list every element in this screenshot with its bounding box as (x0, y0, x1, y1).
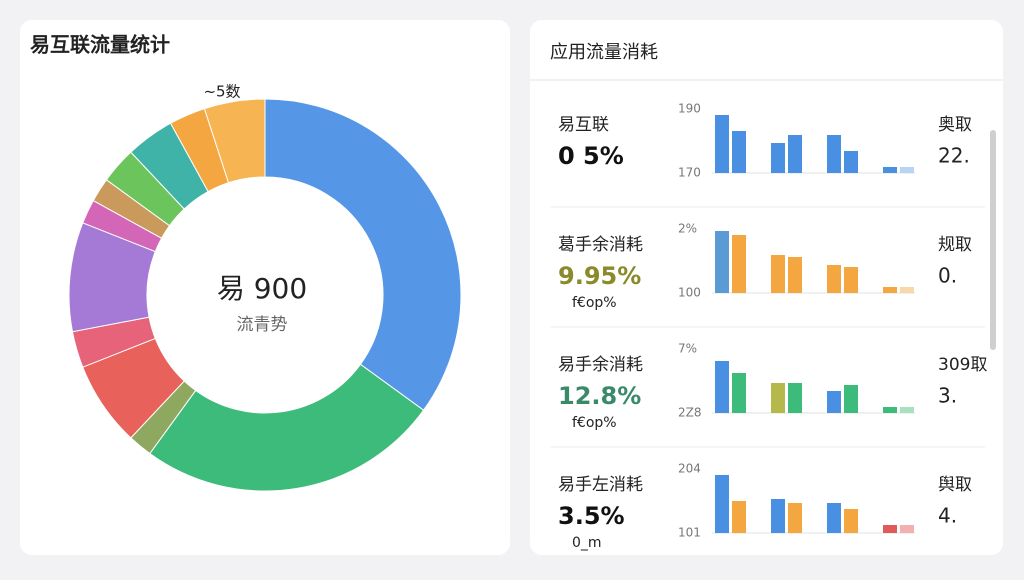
axis-bottom: 170 (678, 166, 701, 180)
mini-bar (715, 361, 729, 413)
app-sublabel: f€op% (572, 295, 617, 311)
mini-bar (788, 383, 802, 413)
right-title: 应用流量消耗 (550, 42, 658, 63)
mini-bar (900, 287, 914, 293)
mini-bar (732, 131, 746, 173)
mini-bar (883, 525, 897, 533)
donut-center-label: 流青势 (237, 315, 288, 335)
mini-bar (883, 167, 897, 173)
mini-bar (732, 235, 746, 293)
axis-bottom: 101 (678, 526, 701, 540)
mini-bar (844, 151, 858, 173)
mini-bar (788, 257, 802, 293)
app-percent: 9.95% (558, 262, 641, 290)
mini-bar (771, 383, 785, 413)
axis-top: 7% (678, 342, 697, 356)
right-card (530, 20, 1003, 555)
mini-bar (827, 503, 841, 533)
mini-bar (900, 167, 914, 173)
side-value: 0. (938, 264, 957, 288)
mini-bar (715, 231, 729, 293)
mini-bar (827, 135, 841, 173)
mini-bar (771, 143, 785, 173)
side-label: 309取 (938, 355, 987, 375)
app-sublabel: f€op% (572, 415, 617, 431)
app-sublabel: 0_m (572, 535, 602, 551)
mini-bar (715, 115, 729, 173)
mini-bar (900, 525, 914, 533)
side-label: 舆取 (938, 475, 972, 495)
axis-bottom: 2Z8 (678, 406, 702, 420)
app-name: 易手左消耗 (558, 475, 643, 495)
side-label: 奥取 (938, 115, 972, 135)
side-value: 22. (938, 144, 970, 168)
axis-bottom: 100 (678, 286, 701, 300)
mini-bar (715, 475, 729, 533)
app-percent: 0 5% (558, 142, 624, 170)
app-percent: 12.8% (558, 382, 641, 410)
app-percent: 3.5% (558, 502, 625, 530)
axis-top: 204 (678, 462, 701, 476)
mini-bar (900, 407, 914, 413)
side-value: 3. (938, 384, 957, 408)
app-name: 易互联 (558, 115, 609, 135)
donut-segment (203, 98, 266, 184)
left-title: 易互联流量统计 (30, 33, 170, 57)
mini-bar (732, 501, 746, 533)
app-name: 易手余消耗 (558, 355, 643, 375)
axis-top: 2% (678, 222, 697, 236)
axis-top: 190 (678, 102, 701, 116)
mini-bar (771, 255, 785, 293)
mini-bar (844, 385, 858, 413)
mini-bar (827, 391, 841, 413)
mini-bar (844, 509, 858, 533)
mini-bar (827, 265, 841, 293)
mini-bar (844, 267, 858, 293)
donut-segment (264, 98, 462, 411)
mini-bar (788, 135, 802, 173)
side-value: 4. (938, 504, 957, 528)
app-name: 葛手余消耗 (558, 235, 643, 255)
donut-segment (149, 363, 425, 492)
mini-bar (732, 373, 746, 413)
mini-bar (788, 503, 802, 533)
mini-bar (883, 407, 897, 413)
donut-callout: ~5数 (203, 83, 240, 101)
side-label: 规取 (938, 235, 972, 255)
scrollbar[interactable] (990, 130, 996, 350)
mini-bar (771, 499, 785, 533)
donut-center-value: 易 900 (217, 272, 307, 305)
mini-bar (883, 287, 897, 293)
